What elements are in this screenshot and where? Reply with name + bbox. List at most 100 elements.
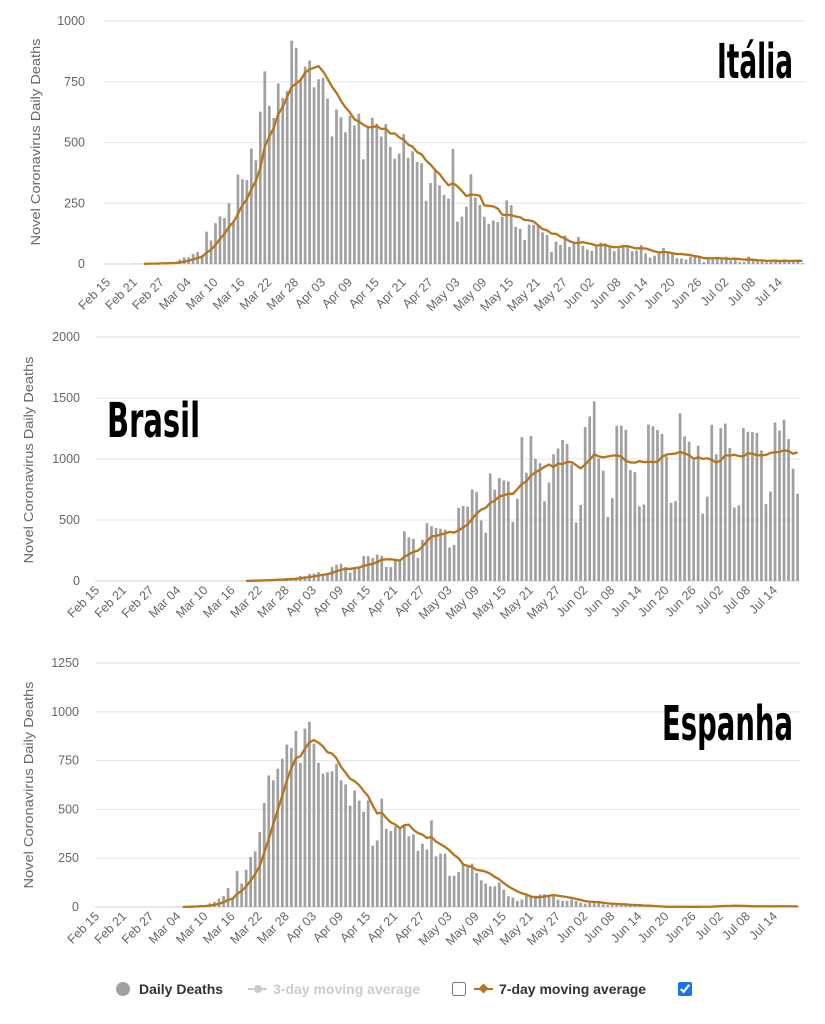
bar[interactable] bbox=[506, 896, 510, 907]
bar[interactable] bbox=[590, 250, 594, 264]
bar[interactable] bbox=[276, 768, 280, 907]
bar[interactable] bbox=[684, 259, 688, 264]
bar[interactable] bbox=[579, 902, 582, 907]
bar[interactable] bbox=[330, 771, 334, 907]
bar[interactable] bbox=[529, 896, 533, 907]
bar[interactable] bbox=[271, 780, 275, 907]
bar[interactable] bbox=[520, 437, 524, 581]
bar[interactable] bbox=[581, 245, 585, 264]
bar[interactable] bbox=[258, 832, 262, 907]
bar[interactable] bbox=[200, 255, 204, 264]
bar[interactable] bbox=[666, 252, 670, 264]
bar[interactable] bbox=[452, 544, 456, 581]
bar[interactable] bbox=[733, 258, 737, 264]
bar[interactable] bbox=[653, 255, 656, 264]
bar[interactable] bbox=[348, 572, 352, 581]
bar[interactable] bbox=[326, 772, 329, 907]
bar[interactable] bbox=[579, 504, 582, 581]
bar[interactable] bbox=[357, 800, 361, 907]
bar[interactable] bbox=[545, 235, 549, 264]
bar[interactable] bbox=[710, 424, 714, 581]
bar[interactable] bbox=[424, 200, 428, 264]
bar[interactable] bbox=[638, 506, 641, 581]
bar[interactable] bbox=[796, 493, 799, 581]
bar[interactable] bbox=[407, 537, 411, 581]
bar[interactable] bbox=[326, 572, 329, 581]
bar[interactable] bbox=[406, 157, 410, 264]
bar[interactable] bbox=[696, 445, 700, 581]
bar[interactable] bbox=[303, 728, 307, 907]
bar[interactable] bbox=[746, 431, 750, 581]
bar[interactable] bbox=[680, 258, 683, 264]
bar[interactable] bbox=[294, 47, 298, 264]
bar[interactable] bbox=[572, 242, 576, 264]
bar[interactable] bbox=[380, 798, 384, 907]
bar[interactable] bbox=[675, 258, 679, 264]
bar[interactable] bbox=[466, 506, 469, 581]
bar[interactable] bbox=[514, 226, 518, 264]
bar[interactable] bbox=[561, 439, 564, 581]
bar[interactable] bbox=[737, 505, 741, 581]
bar[interactable] bbox=[245, 180, 249, 264]
bar[interactable] bbox=[606, 516, 610, 581]
bar[interactable] bbox=[520, 899, 524, 907]
bar[interactable] bbox=[398, 826, 402, 907]
bar[interactable] bbox=[588, 416, 592, 581]
bar[interactable] bbox=[714, 454, 718, 581]
bar[interactable] bbox=[568, 246, 571, 264]
bar[interactable] bbox=[484, 532, 488, 581]
bar[interactable] bbox=[448, 547, 451, 581]
bar[interactable] bbox=[728, 447, 732, 581]
bar[interactable] bbox=[344, 784, 347, 907]
bar[interactable] bbox=[662, 247, 665, 264]
bar[interactable] bbox=[599, 242, 603, 264]
bar[interactable] bbox=[411, 151, 414, 264]
toggle-3-day-average-checkbox[interactable] bbox=[452, 982, 466, 996]
bar[interactable] bbox=[705, 496, 709, 581]
bar[interactable] bbox=[456, 221, 459, 264]
bar[interactable] bbox=[624, 904, 628, 907]
bar[interactable] bbox=[294, 730, 298, 907]
bar[interactable] bbox=[547, 482, 551, 581]
bar[interactable] bbox=[552, 454, 555, 581]
bar[interactable] bbox=[379, 136, 383, 264]
bar[interactable] bbox=[451, 148, 455, 264]
bar[interactable] bbox=[317, 762, 320, 907]
bar[interactable] bbox=[308, 60, 311, 264]
bar[interactable] bbox=[778, 430, 781, 581]
bar[interactable] bbox=[285, 90, 289, 264]
bar[interactable] bbox=[732, 507, 736, 581]
bar[interactable] bbox=[339, 563, 343, 581]
bar[interactable] bbox=[312, 743, 316, 907]
bar[interactable] bbox=[478, 204, 482, 264]
bar[interactable] bbox=[357, 113, 361, 264]
bar[interactable] bbox=[474, 197, 477, 264]
bar[interactable] bbox=[583, 427, 587, 581]
bar[interactable] bbox=[439, 528, 442, 581]
bar[interactable] bbox=[371, 558, 375, 581]
bar[interactable] bbox=[505, 200, 509, 264]
bar[interactable] bbox=[543, 501, 546, 581]
bar[interactable] bbox=[448, 875, 451, 907]
bar[interactable] bbox=[534, 895, 537, 907]
bar[interactable] bbox=[493, 489, 497, 581]
bar[interactable] bbox=[509, 205, 513, 264]
bar[interactable] bbox=[633, 905, 637, 907]
bar[interactable] bbox=[701, 513, 705, 581]
bar[interactable] bbox=[321, 773, 325, 907]
bar[interactable] bbox=[660, 433, 664, 581]
bar[interactable] bbox=[543, 894, 546, 907]
bar[interactable] bbox=[615, 905, 619, 907]
bar[interactable] bbox=[642, 504, 646, 581]
bar[interactable] bbox=[534, 458, 537, 581]
bar[interactable] bbox=[760, 261, 764, 264]
bar[interactable] bbox=[674, 501, 677, 581]
legend-item-7-day-average[interactable]: 7-day moving average bbox=[474, 978, 646, 1000]
bar[interactable] bbox=[693, 255, 697, 264]
bar[interactable] bbox=[782, 419, 786, 581]
bar[interactable] bbox=[421, 539, 424, 581]
bar[interactable] bbox=[479, 520, 483, 581]
bar[interactable] bbox=[353, 568, 356, 581]
bar[interactable] bbox=[488, 886, 492, 907]
bar[interactable] bbox=[388, 146, 392, 264]
